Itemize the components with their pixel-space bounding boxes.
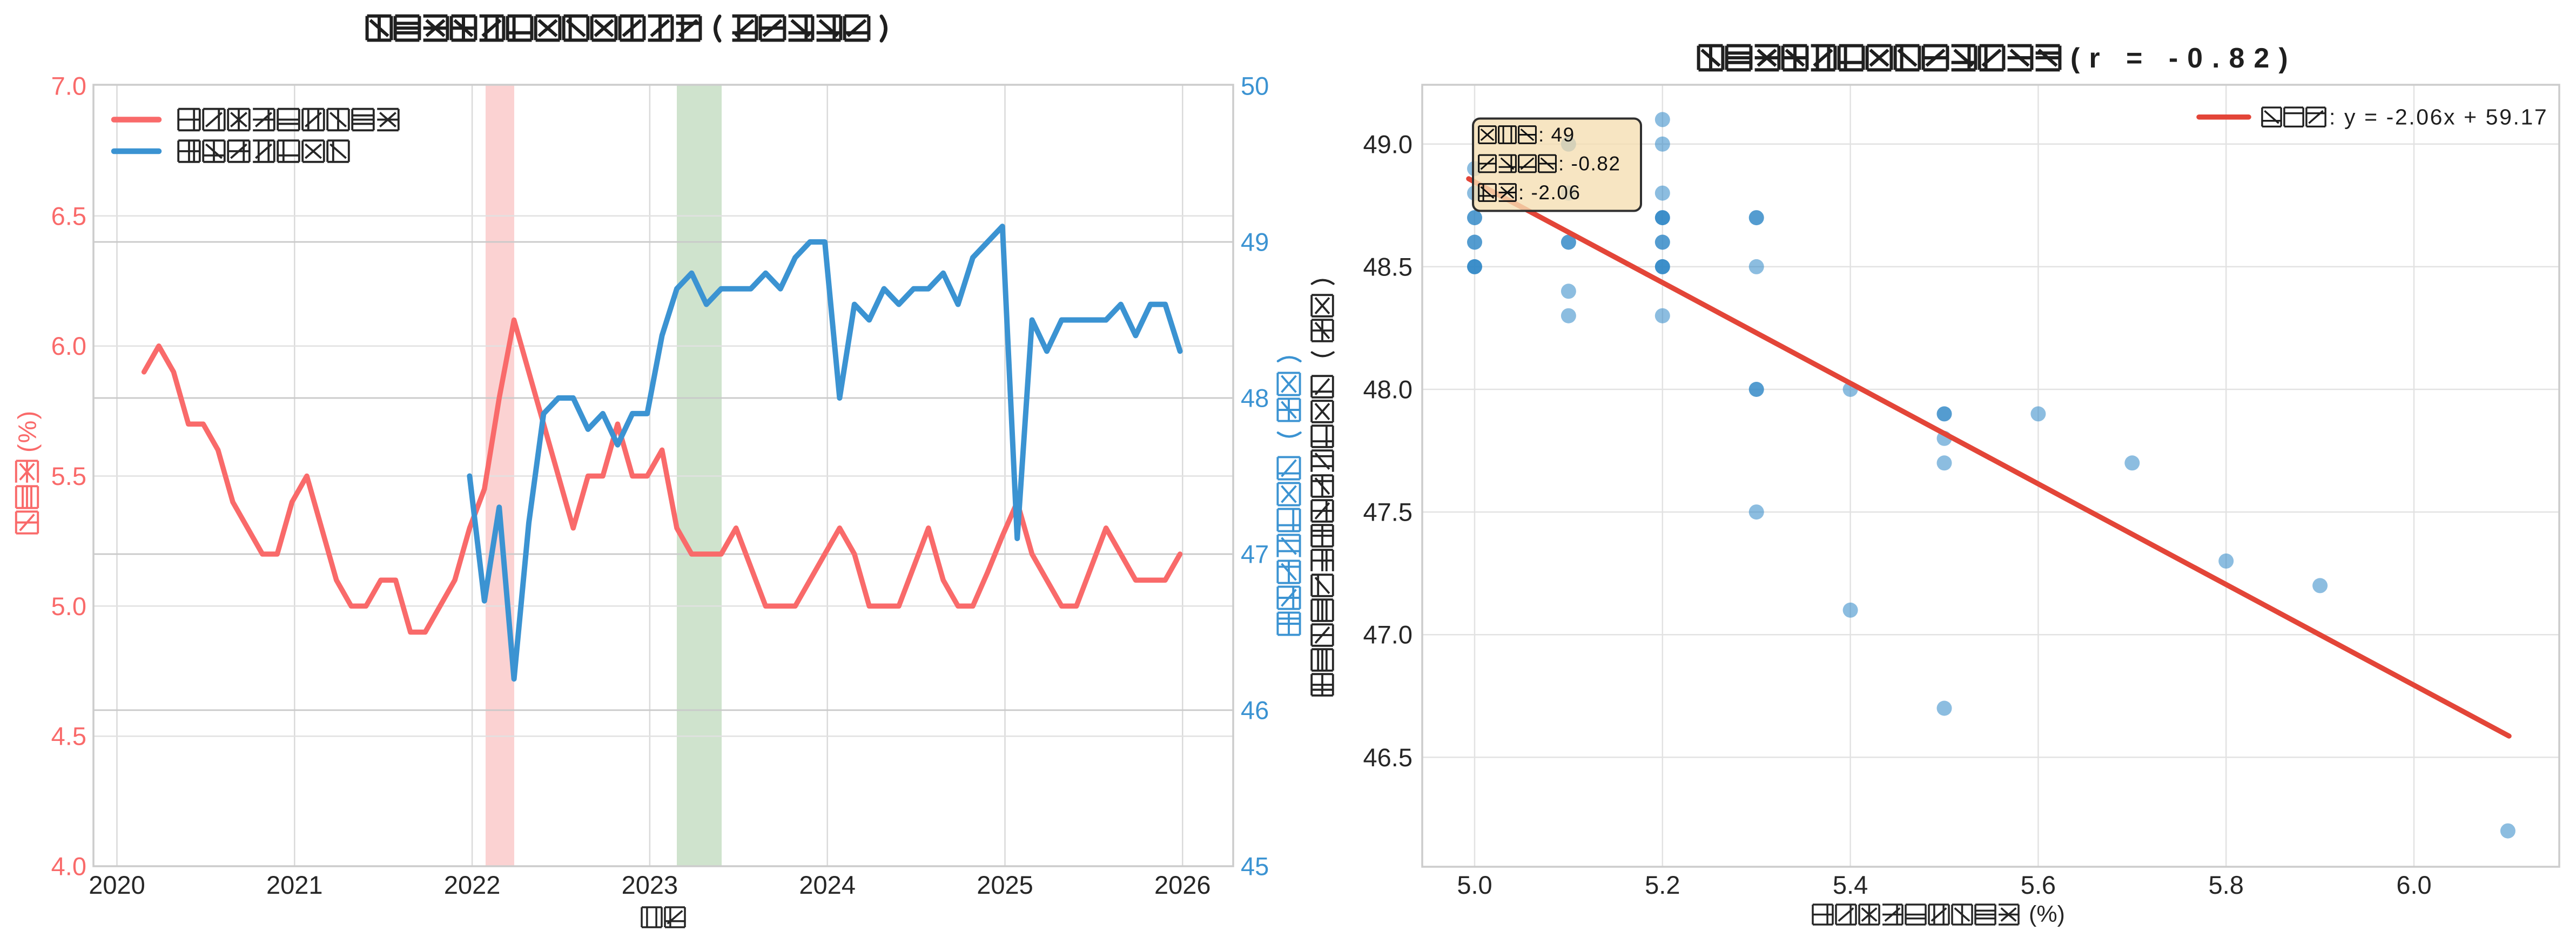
- svg-text:48: 48: [1241, 384, 1269, 413]
- svg-text:2025: 2025: [977, 871, 1033, 899]
- svg-text:6.0: 6.0: [51, 332, 86, 360]
- svg-text:2024: 2024: [799, 871, 856, 899]
- svg-text:5.2: 5.2: [1645, 871, 1680, 899]
- svg-text:47.0: 47.0: [1363, 620, 1413, 649]
- svg-text:2026: 2026: [1154, 871, 1211, 899]
- svg-text:5.8: 5.8: [2209, 871, 2244, 899]
- svg-text:2022: 2022: [444, 871, 501, 899]
- svg-text:2021: 2021: [266, 871, 323, 899]
- svg-text:4.5: 4.5: [51, 722, 86, 751]
- svg-text:6.0: 6.0: [2396, 871, 2431, 899]
- svg-text:2023: 2023: [622, 871, 678, 899]
- svg-text:46: 46: [1241, 696, 1269, 725]
- svg-text:(%): (%): [2029, 901, 2065, 927]
- svg-text:45: 45: [1241, 852, 1269, 881]
- svg-text:49.0: 49.0: [1363, 130, 1413, 158]
- svg-text:4.0: 4.0: [51, 852, 86, 881]
- svg-text:: y = -2.06x + 59.17: : y = -2.06x + 59.17: [2329, 105, 2548, 130]
- svg-text:48.0: 48.0: [1363, 375, 1413, 404]
- svg-text:2020: 2020: [89, 871, 145, 899]
- svg-text:5.4: 5.4: [1833, 871, 1868, 899]
- svg-text:47: 47: [1241, 540, 1269, 569]
- svg-text:: -2.06: : -2.06: [1518, 181, 1580, 204]
- svg-text:(%): (%): [13, 410, 42, 453]
- svg-text:5.6: 5.6: [2021, 871, 2056, 899]
- svg-text:5.5: 5.5: [51, 462, 86, 490]
- svg-text:5.0: 5.0: [51, 592, 86, 620]
- svg-text:: -0.82: : -0.82: [1558, 153, 1620, 175]
- svg-text:46.5: 46.5: [1363, 743, 1413, 772]
- svg-text:5.0: 5.0: [1457, 871, 1492, 899]
- svg-text:6.5: 6.5: [51, 201, 86, 230]
- svg-text:48.5: 48.5: [1363, 252, 1413, 281]
- svg-text:49: 49: [1241, 228, 1269, 257]
- svg-text:7.0: 7.0: [51, 72, 86, 100]
- svg-text:: 49: : 49: [1538, 124, 1575, 146]
- svg-text:(r = -0.82): (r = -0.82): [2070, 43, 2297, 74]
- svg-text:47.5: 47.5: [1363, 498, 1413, 527]
- svg-text:50: 50: [1241, 72, 1269, 100]
